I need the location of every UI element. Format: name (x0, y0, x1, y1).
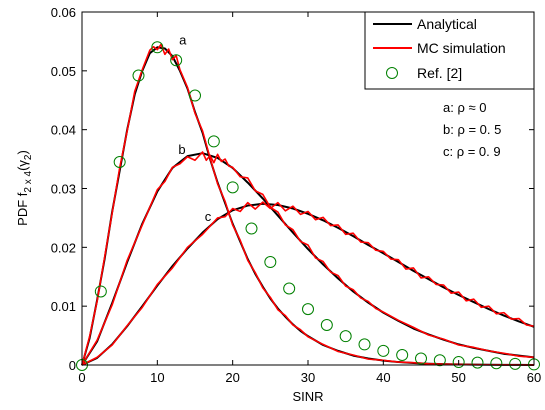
legend-label-ref: Ref. [2] (417, 65, 462, 81)
legend-label-analytical: Analytical (417, 16, 477, 32)
ref-marker (396, 349, 409, 361)
y-tick-label: 0.06 (51, 5, 76, 20)
x-tick-label: 0 (78, 370, 85, 385)
ref-marker (490, 357, 503, 370)
curve-labels: a b c (178, 32, 211, 224)
y-tick-label: 0.04 (51, 123, 76, 138)
mc-line-a (81, 43, 535, 366)
x-tick-label: 60 (527, 370, 541, 385)
ref-marker (189, 89, 201, 102)
ref-marker (471, 356, 484, 369)
y-tick-label: 0 (69, 358, 76, 373)
y-tick-label: 0.01 (51, 299, 76, 314)
mc-line-c (81, 201, 535, 366)
ref-marker (415, 352, 427, 365)
param-a-text: a: ρ ≈ 0 (443, 100, 486, 115)
x-tick-label: 20 (225, 370, 239, 385)
y-axis-label-prefix: PDF f (15, 192, 30, 226)
legend-label-mc: MC simulation (417, 40, 506, 56)
ref-marker (320, 318, 333, 331)
ref-marker (207, 135, 220, 148)
x-tick-label: 40 (376, 370, 390, 385)
ref-marker (358, 338, 371, 351)
ref-marker (509, 357, 522, 370)
curve-label-c: c (205, 209, 212, 224)
x-axis-label: SINR (292, 389, 323, 404)
y-axis-label-arg: (γ (15, 160, 30, 171)
ref-marker (283, 282, 296, 295)
x-tick-label: 10 (150, 370, 164, 385)
curve-label-b: b (178, 142, 185, 157)
curve-label-a: a (179, 32, 187, 47)
ref-marker (113, 156, 126, 169)
y-tick-label: 0.05 (51, 64, 76, 79)
y-axis-label-sub: 2 x 4 (23, 170, 34, 192)
ref-marker (245, 222, 258, 235)
param-b-text: b: ρ = 0. 5 (443, 122, 501, 137)
legend: Analytical MC simulation Ref. [2] (364, 11, 535, 90)
ref-marker (226, 181, 239, 194)
y-axis-label-arg-sub: 2 (23, 154, 34, 160)
ref-marker (151, 41, 164, 54)
mc-simulation-curves (81, 43, 535, 366)
ref-marker (94, 285, 107, 298)
y-tick-label: 0.02 (51, 240, 76, 255)
ref-marker (433, 354, 446, 367)
x-tick-label: 50 (451, 370, 465, 385)
legend-swatch-ref (386, 67, 398, 79)
ref-marker (377, 344, 390, 357)
y-axis-ticks: 0 0.01 0.02 0.03 0.04 0.05 0.06 (51, 5, 534, 373)
ref-marker (452, 356, 465, 369)
parameter-annotations: a: ρ ≈ 0 b: ρ = 0. 5 c: ρ = 0. 9 (443, 100, 501, 159)
y-axis-label-close: ) (15, 150, 30, 154)
ref-marker (339, 330, 352, 343)
ref-marker (170, 54, 183, 67)
ref-marker (302, 303, 314, 316)
ref-marker (132, 69, 145, 82)
mc-line-b (81, 151, 535, 366)
param-c-text: c: ρ = 0. 9 (443, 144, 501, 159)
ref-marker (264, 256, 277, 269)
x-axis-ticks: 0 10 20 30 40 50 60 (78, 12, 541, 385)
x-tick-label: 30 (301, 370, 315, 385)
y-tick-label: 0.03 (51, 182, 76, 197)
y-axis-label: PDF f2 x 4(γ2) (15, 150, 34, 226)
